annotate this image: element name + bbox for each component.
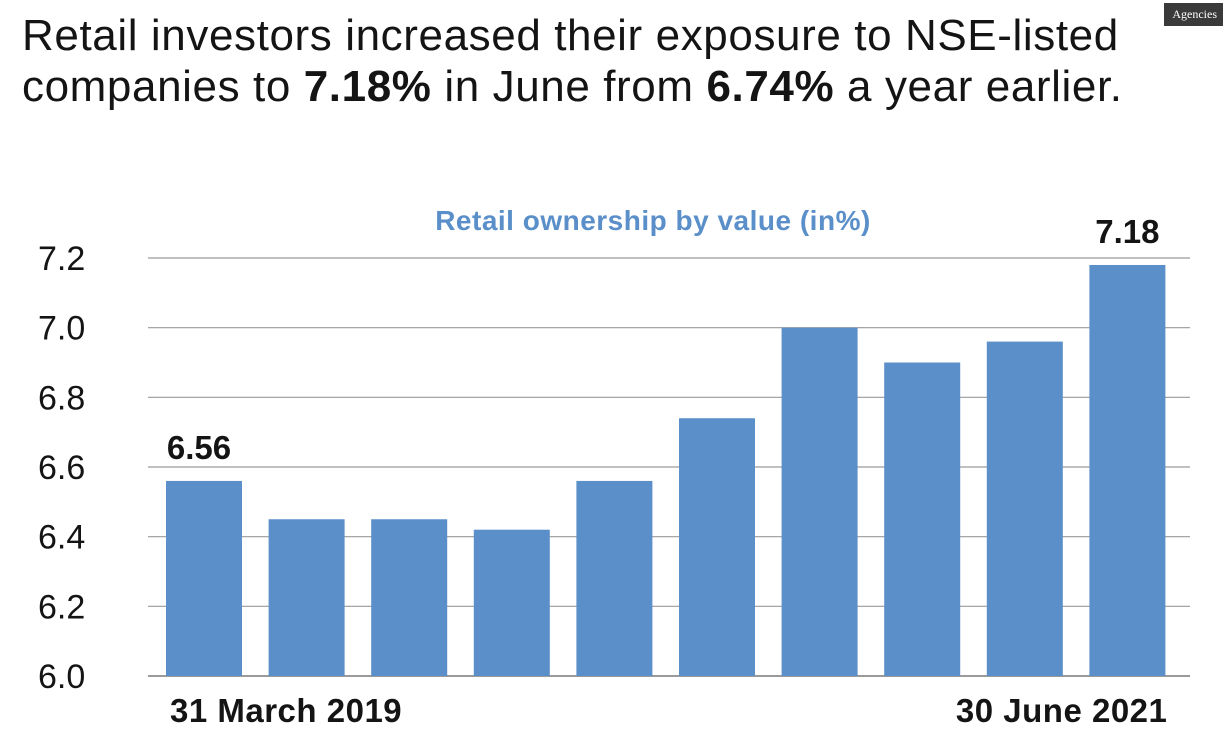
- bar: [986, 341, 1063, 676]
- bar: [1089, 264, 1166, 676]
- chart-title: Retail ownership by value (in%): [435, 205, 871, 236]
- source-badge: Agencies: [1164, 3, 1223, 26]
- y-tick-label: 7.2: [38, 240, 85, 278]
- headline-text-3: a year earlier.: [834, 62, 1123, 111]
- headline: Retail investors increased their exposur…: [22, 10, 1202, 112]
- bar: [268, 519, 345, 676]
- headline-value-current: 7.18%: [303, 62, 432, 111]
- data-label: 7.18: [1095, 213, 1159, 250]
- bar: [679, 418, 755, 676]
- headline-text-2: in June from: [431, 62, 707, 111]
- y-tick-label: 6.2: [38, 588, 85, 626]
- x-tick-label: 30 June 2021: [956, 692, 1167, 729]
- bar: [371, 519, 448, 676]
- data-label: 6.56: [167, 429, 231, 466]
- bar: [576, 480, 653, 676]
- bar: [884, 362, 961, 676]
- bar: [473, 529, 550, 676]
- y-tick-label: 6.8: [38, 379, 85, 417]
- y-tick-label: 6.4: [38, 519, 85, 557]
- y-tick-label: 6.0: [38, 658, 85, 696]
- y-tick-label: 6.6: [38, 449, 85, 487]
- bar: [166, 480, 242, 676]
- bar: [781, 327, 858, 676]
- headline-value-previous: 6.74%: [706, 62, 835, 111]
- y-tick-label: 7.0: [38, 310, 85, 348]
- headline-text-1: Retail investors increased their exposur…: [22, 11, 1119, 111]
- x-tick-label: 31 March 2019: [170, 692, 402, 729]
